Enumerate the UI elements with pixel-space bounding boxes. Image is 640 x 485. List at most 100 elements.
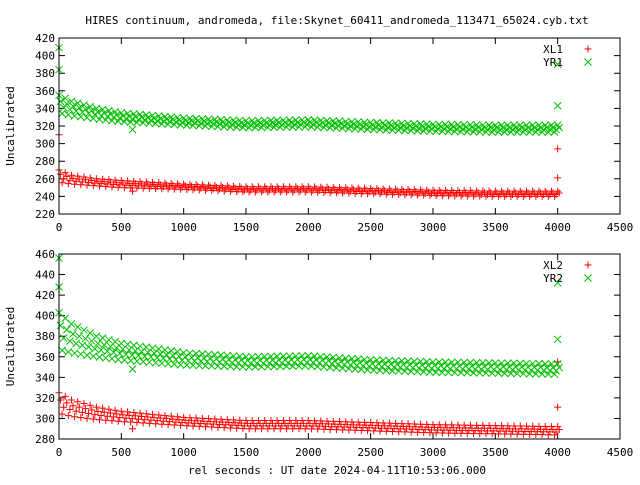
y-tick-label: 300 (35, 412, 55, 425)
legend-label: YR2 (543, 272, 563, 285)
data-point (351, 426, 359, 434)
data-point (429, 421, 437, 429)
data-point (418, 188, 426, 196)
data-point (427, 190, 435, 198)
data-point (307, 188, 315, 196)
y-tick-label: 420 (35, 32, 55, 45)
data-point (337, 185, 345, 193)
data-point (251, 188, 259, 196)
data-point (203, 184, 211, 192)
data-point (111, 406, 119, 414)
data-point (388, 427, 396, 435)
data-point (139, 419, 147, 427)
data-point (385, 419, 393, 427)
data-point (459, 190, 467, 198)
data-point (64, 180, 72, 188)
data-point (546, 191, 554, 199)
y-tick-label: 400 (35, 50, 55, 63)
x-tick-label: 2000 (295, 446, 322, 459)
data-point (409, 189, 417, 197)
data-point (340, 187, 348, 195)
data-point (128, 351, 137, 359)
outlier-point (553, 278, 562, 287)
data-point (524, 189, 532, 197)
data-point (519, 430, 527, 438)
data-point (480, 189, 488, 197)
data-point (211, 415, 219, 423)
data-point (237, 184, 245, 192)
data-point (555, 426, 563, 434)
data-point (320, 425, 328, 433)
data-point (354, 418, 362, 426)
data-point (473, 421, 481, 429)
data-point (236, 182, 244, 190)
data-point (141, 182, 149, 190)
data-point (173, 413, 181, 421)
data-point (321, 187, 329, 195)
data-point (94, 339, 102, 348)
data-point (117, 339, 126, 348)
data-point (138, 412, 146, 420)
data-point (452, 190, 460, 198)
data-point (438, 429, 446, 437)
data-point (70, 349, 79, 358)
data-point (360, 184, 368, 192)
data-point (544, 192, 552, 200)
data-point (523, 422, 530, 430)
data-point (345, 426, 353, 434)
x-tick-label: 3000 (420, 446, 447, 459)
data-point (360, 418, 368, 426)
data-point (207, 362, 216, 370)
data-point (76, 112, 85, 121)
data-point (448, 187, 456, 195)
data-point (61, 94, 70, 103)
legend-marker (584, 45, 592, 53)
data-point (413, 428, 421, 436)
data-point (250, 185, 258, 193)
data-point (91, 179, 99, 187)
data-point (66, 176, 74, 184)
data-point (485, 187, 493, 195)
data-point (178, 183, 186, 191)
data-point (142, 410, 150, 418)
data-point (466, 421, 474, 429)
data-point (67, 320, 76, 328)
data-point (404, 420, 412, 428)
data-point (273, 183, 281, 191)
data-point (154, 345, 163, 353)
data-point (498, 422, 506, 430)
data-point (267, 417, 275, 424)
data-point (315, 186, 323, 194)
data-point (211, 181, 219, 189)
data-point (304, 183, 312, 191)
data-point (214, 423, 222, 431)
data-point (177, 421, 185, 429)
data-point (519, 192, 527, 200)
data-point (189, 361, 197, 370)
data-point (314, 425, 322, 433)
data-point (217, 351, 225, 359)
data-point (431, 188, 439, 196)
data-point (473, 187, 481, 195)
data-point (384, 188, 392, 196)
data-point (543, 189, 551, 197)
data-point (538, 192, 546, 200)
data-point (83, 113, 91, 122)
data-point (551, 192, 559, 200)
data-point (73, 99, 82, 107)
data-point (191, 184, 199, 192)
data-point (552, 191, 560, 199)
data-point (145, 419, 153, 427)
outlier-point (554, 403, 562, 411)
data-point (516, 187, 524, 195)
data-point (114, 355, 123, 364)
data-point (64, 412, 72, 420)
data-point (179, 348, 188, 357)
data-point (477, 190, 485, 198)
data-point (217, 415, 225, 423)
x-tick-label: 1500 (233, 221, 260, 234)
x-tick-label: 4500 (607, 221, 634, 234)
x-tick-label: 4500 (607, 446, 634, 459)
y-tick-label: 380 (35, 330, 55, 343)
x-tick-label: 3500 (482, 446, 509, 459)
